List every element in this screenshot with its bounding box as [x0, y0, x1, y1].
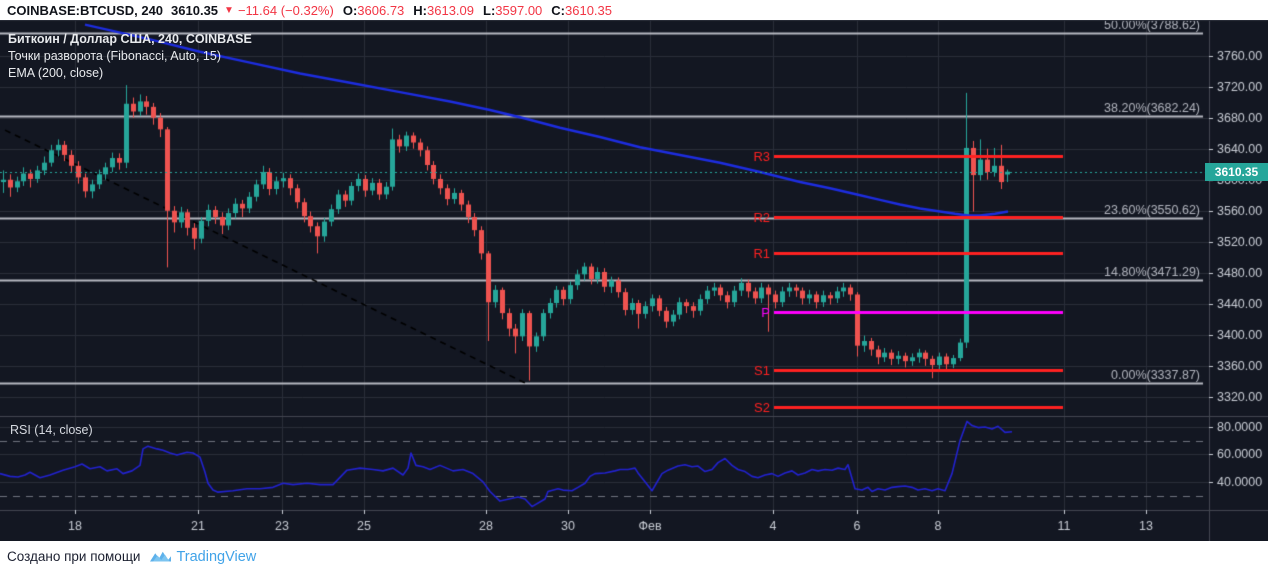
price-down-arrow-icon: ▼	[224, 4, 234, 16]
attribution-text: Создано при помощи	[7, 549, 141, 564]
price-change: −11.64 (−0.32%)	[237, 2, 334, 18]
legend-ema-indicator[interactable]: EMA (200, close)	[8, 66, 104, 80]
close-value: C:3610.35	[551, 2, 612, 18]
low-value: L:3597.00	[483, 2, 543, 18]
symbol-info-bar: COINBASE:BTCUSD, 240 3610.35 ▼ −11.64 (−…	[0, 0, 1268, 20]
high-value: H:3613.09	[413, 2, 474, 18]
legend-symbol[interactable]: Биткоин / Доллар США, 240, COINBASE	[8, 32, 252, 46]
chart-legend: Биткоин / Доллар США, 240, COINBASE Точк…	[8, 31, 252, 82]
last-price-badge: 3610.35	[1205, 163, 1268, 181]
attribution-footer: Создано при помощи TradingView	[0, 541, 1268, 572]
last-price: 3610.35	[171, 2, 219, 18]
tradingview-logo-icon[interactable]	[150, 550, 172, 564]
tradingview-brand-link[interactable]: TradingView	[176, 548, 257, 565]
legend-rsi-indicator[interactable]: RSI (14, close)	[10, 423, 93, 437]
legend-pivot-indicator[interactable]: Точки разворота (Fibonacci, Auto, 15)	[8, 49, 222, 63]
open-value: O:3606.73	[342, 2, 405, 18]
symbol-title: COINBASE:BTCUSD, 240	[7, 2, 164, 18]
